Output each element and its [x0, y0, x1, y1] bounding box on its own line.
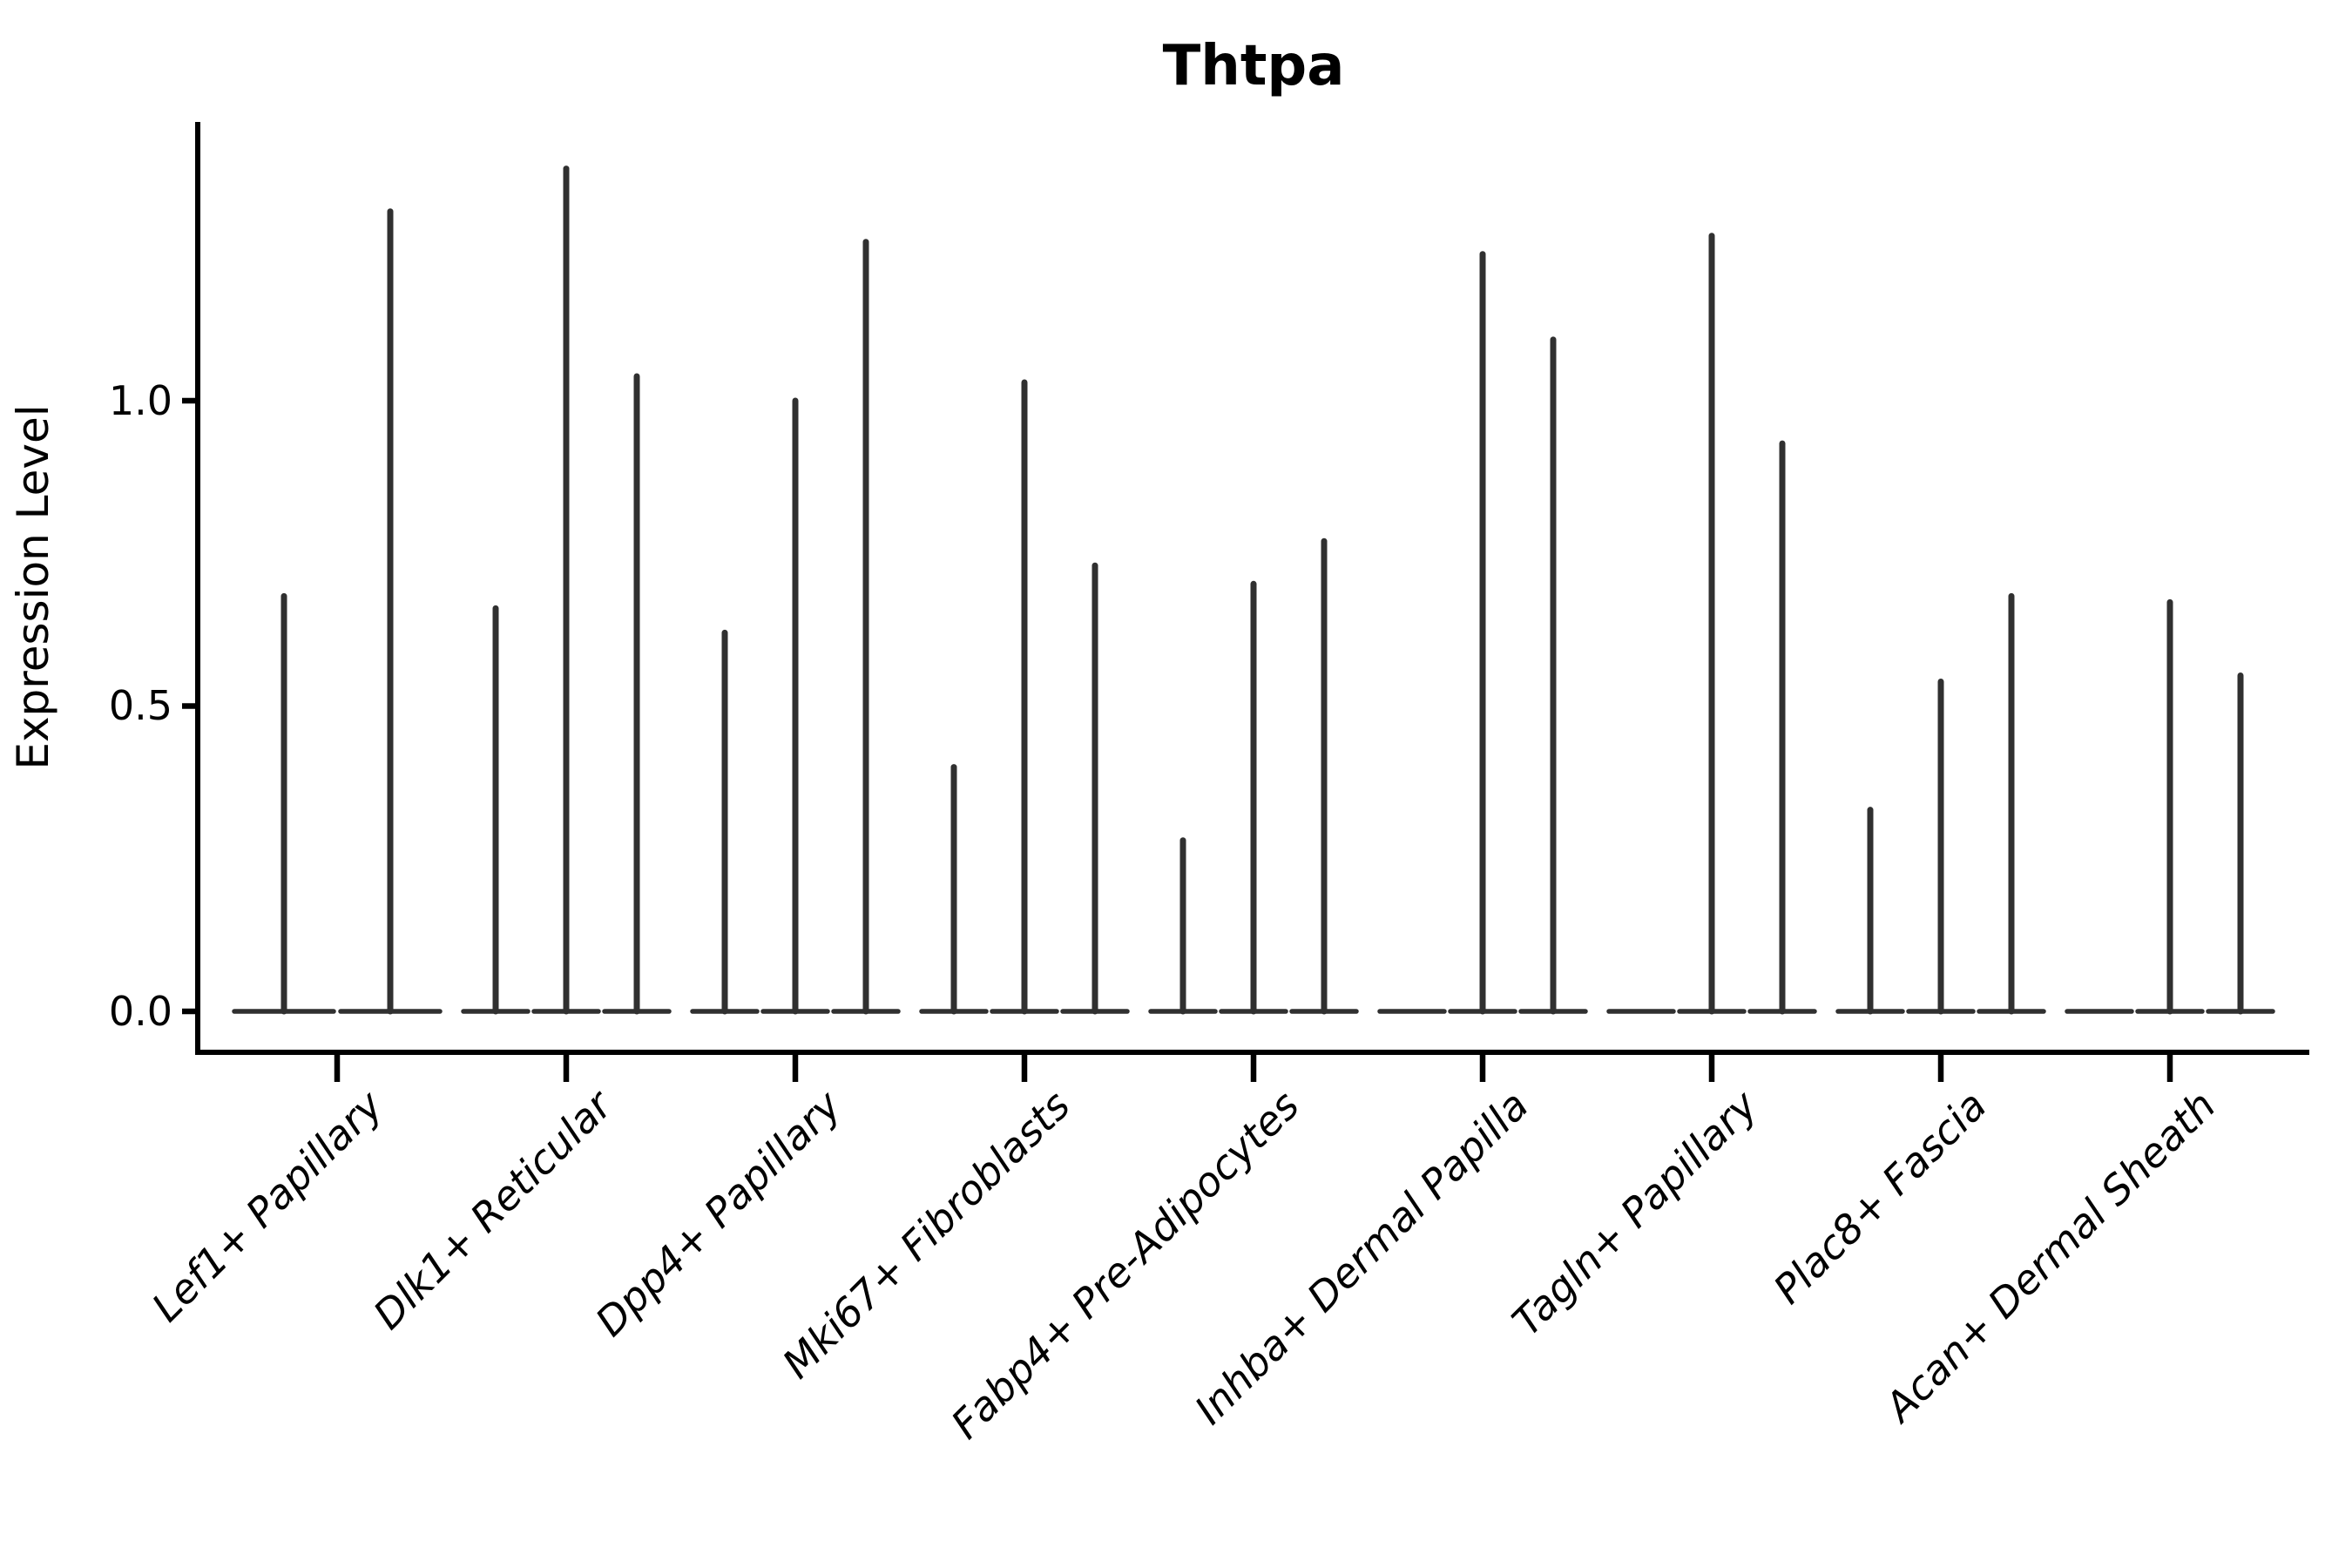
y-axis-label: Expression Level	[8, 404, 58, 769]
y-tick-label-0.5: 0.5	[109, 682, 172, 729]
x-category-label: Lef1+ Papillary	[143, 1081, 392, 1330]
x-category-label: Dpp4+ Papillary	[586, 1081, 850, 1345]
y-tick-label-0.0: 0.0	[109, 988, 172, 1035]
x-category-label: Tagln+ Papillary	[1503, 1081, 1767, 1345]
violins-layer	[232, 166, 2275, 1015]
x-category-label: Dlk1+ Reticular	[364, 1079, 623, 1338]
axis-ticks-layer	[182, 397, 2173, 1082]
y-tick-label-1.0: 1.0	[109, 377, 172, 424]
x-category-label: Plac8+ Fascia	[1764, 1082, 1995, 1313]
chart-title: Thtpa	[1163, 34, 1345, 98]
